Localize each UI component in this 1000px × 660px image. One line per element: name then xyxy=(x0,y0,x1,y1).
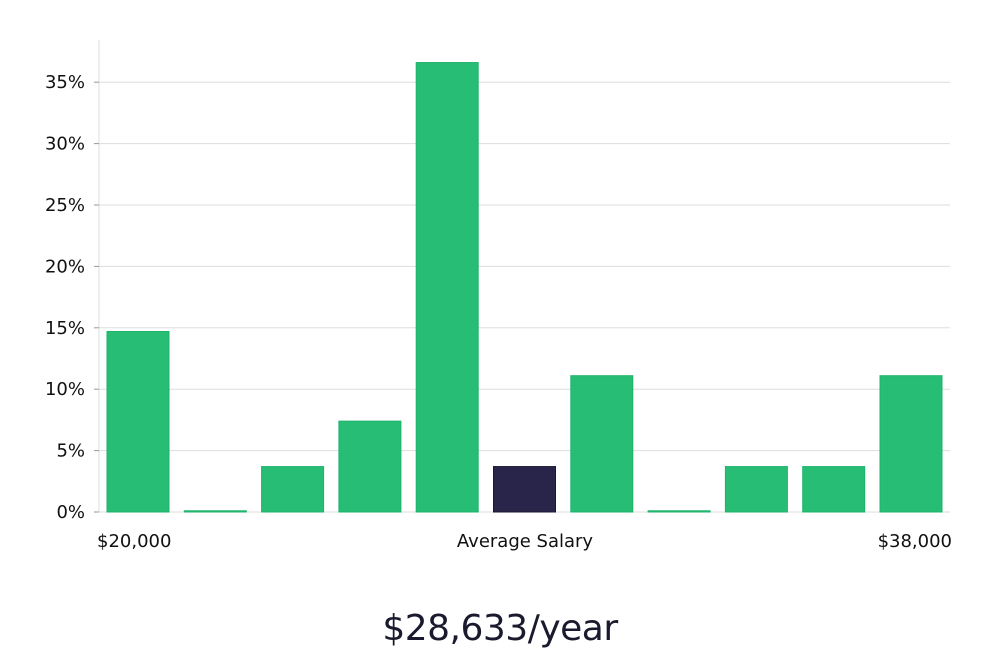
bar[interactable] xyxy=(338,420,402,513)
x-label-min: $20,000 xyxy=(97,531,171,552)
gridlines xyxy=(99,81,950,513)
y-tick-label: 20% xyxy=(45,256,85,277)
bar[interactable] xyxy=(183,510,247,513)
bar[interactable] xyxy=(724,466,788,513)
y-axis-ticks: 0% 5% 10% 15% 20% 25% 30% 35% xyxy=(45,72,99,523)
y-tick-label: 30% xyxy=(45,134,85,155)
average-salary-value: $28,633/year xyxy=(382,608,618,649)
bars xyxy=(106,62,943,513)
y-tick-label: 0% xyxy=(56,502,85,523)
y-tick-label: 5% xyxy=(56,441,85,462)
bar-average-salary[interactable] xyxy=(493,466,556,513)
x-label-center: Average Salary xyxy=(457,531,594,552)
salary-histogram: 0% 5% 10% 15% 20% 25% 30% 35% $20,000 Average S… xyxy=(45,40,952,552)
x-label-max: $38,000 xyxy=(878,531,952,552)
bar[interactable] xyxy=(647,510,711,513)
bar[interactable] xyxy=(261,466,325,513)
bar[interactable] xyxy=(106,330,170,513)
bar[interactable] xyxy=(570,375,634,513)
bar[interactable] xyxy=(879,375,943,513)
bar[interactable] xyxy=(802,466,866,513)
y-tick-label: 15% xyxy=(45,318,85,339)
bar[interactable] xyxy=(415,62,479,513)
y-tick-label: 35% xyxy=(45,72,85,93)
y-tick-label: 25% xyxy=(45,195,85,216)
y-tick-label: 10% xyxy=(45,379,85,400)
